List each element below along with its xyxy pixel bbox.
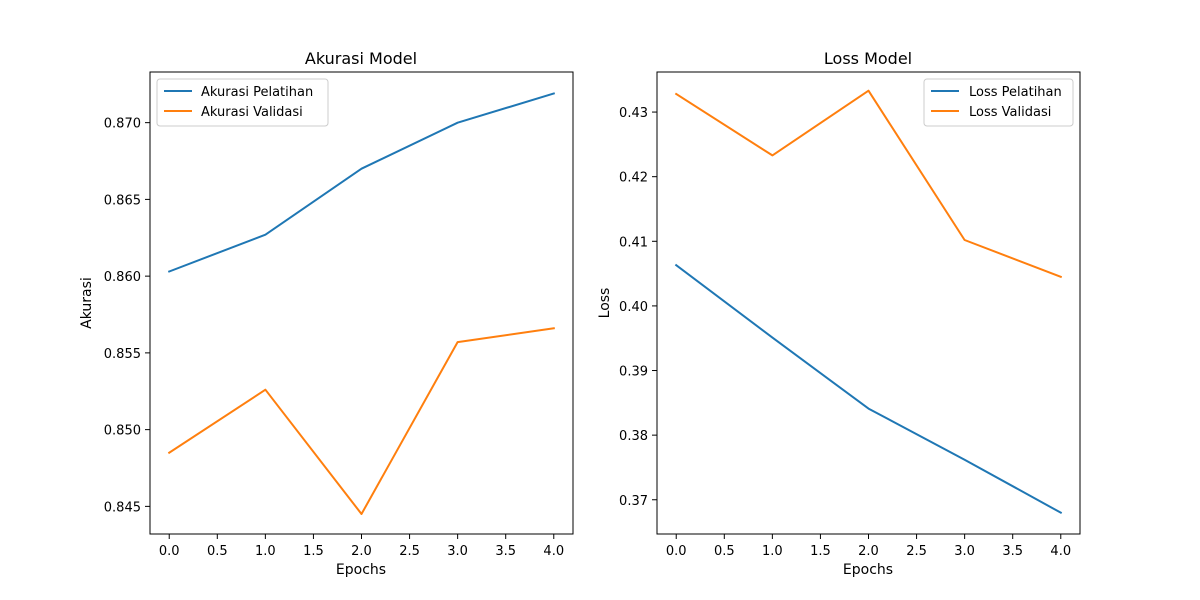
x-axis-label: Epochs	[843, 562, 893, 578]
y-tick-label: 0.43	[619, 106, 648, 121]
plot-area: 0.0 0.5 1.0 1.5 2.0 2.5 3.0 3.5 4.0 0.845 0.850 0.8…	[104, 92, 564, 559]
legend: Akurasi Pelatihan Akurasi Validasi	[156, 78, 329, 127]
series-line-2	[674, 89, 1063, 279]
series-line-1	[674, 263, 1063, 515]
chart-title: Akurasi Model	[305, 49, 417, 68]
y-tick-label: 0.39	[619, 365, 648, 380]
x-tick-label: 2.0	[858, 544, 879, 559]
series-line-1	[167, 92, 556, 273]
y-tick-label: 0.38	[619, 429, 648, 444]
x-tick-label: 3.5	[495, 544, 516, 559]
y-tick-label: 0.850	[104, 424, 141, 439]
legend-box	[156, 78, 329, 127]
x-tick-label: 0.0	[666, 544, 687, 559]
y-tick-label: 0.845	[104, 500, 141, 515]
x-tick-label: 4.0	[1050, 544, 1071, 559]
x-tick-label: 2.5	[906, 544, 927, 559]
chart-title: Loss Model	[824, 49, 912, 68]
y-tick-label: 0.870	[104, 117, 141, 132]
x-tick-label: 1.5	[810, 544, 831, 559]
plot-area: 0.0 0.5 1.0 1.5 2.0 2.5 3.0 3.5 4.0 0.37 0.38 0.39 0…	[619, 89, 1071, 559]
legend-label: Akurasi Pelatihan	[201, 85, 313, 100]
y-tick-label: 0.40	[619, 300, 648, 315]
y-tick-label: 0.42	[619, 171, 648, 186]
x-tick-label: 2.5	[399, 544, 420, 559]
y-axis-label: Akurasi	[79, 277, 95, 329]
x-tick-label: 0.5	[714, 544, 735, 559]
x-tick-label: 3.5	[1002, 544, 1023, 559]
legend-label: Loss Validasi	[969, 105, 1051, 120]
x-tick-label: 1.0	[255, 544, 276, 559]
y-tick-label: 0.855	[104, 347, 141, 362]
x-tick-label: 2.0	[351, 544, 372, 559]
x-tick-label: 3.0	[447, 544, 468, 559]
y-tick-label: 0.41	[619, 235, 648, 250]
y-axis-label: Loss	[597, 288, 613, 319]
x-tick-label: 0.5	[207, 544, 228, 559]
x-axis-label: Epochs	[336, 562, 386, 578]
chart-loss: Loss Model 0.0 0.5 1.0 1.5 2.0 2.5 3.0 3.5 4.00.…	[597, 49, 1081, 578]
x-tick-label: 1.0	[762, 544, 783, 559]
series-line-2	[167, 327, 555, 515]
axes-frame	[149, 71, 574, 535]
x-tick-label: 1.5	[303, 544, 324, 559]
y-tick-label: 0.37	[619, 494, 648, 509]
x-tick-label: 4.0	[543, 544, 564, 559]
y-tick-label: 0.860	[104, 270, 141, 285]
x-tick-label: 0.0	[159, 544, 180, 559]
legend-label: Loss Pelatihan	[969, 85, 1062, 100]
chart-accuracy: Akurasi Model 0.0 0.5 1.0 1.5 2.0 2.5 3.0 3.5 4.…	[79, 49, 574, 578]
axes-frame	[656, 71, 1081, 535]
legend: Loss Pelatihan Loss Validasi	[923, 78, 1074, 127]
legend-box	[923, 78, 1074, 127]
x-tick-label: 3.0	[954, 544, 975, 559]
legend-label: Akurasi Validasi	[201, 105, 303, 120]
y-tick-label: 0.865	[104, 193, 141, 208]
